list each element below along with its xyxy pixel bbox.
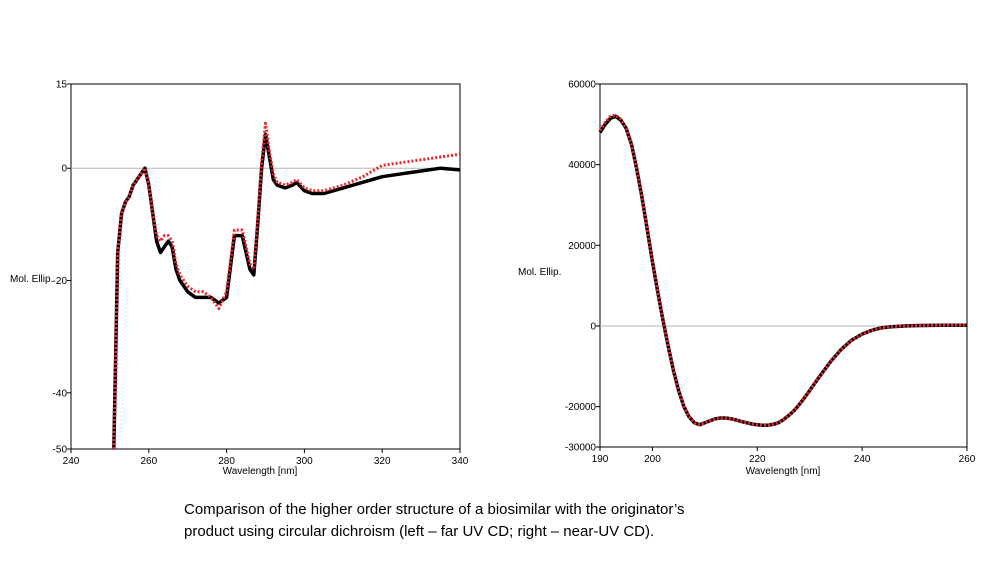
right-x-tick-label: 240	[854, 454, 871, 465]
left-y-tick-label: -50	[53, 445, 68, 456]
right-y-tick-label: 60000	[568, 80, 596, 91]
right-x-tick-label: 260	[959, 454, 976, 465]
left-x-tick-label: 240	[63, 456, 80, 467]
right-y-tick-label: -30000	[565, 443, 597, 454]
right-y-tick-label: 20000	[568, 241, 596, 252]
left-y-tick-label: -20	[53, 276, 68, 287]
figure-caption: Comparison of the higher order structure…	[184, 499, 884, 543]
right-series-2-line	[598, 113, 967, 427]
right-y-tick-label: 0	[590, 322, 596, 333]
right-x-axis-title: Wavelength [nm]	[746, 466, 821, 477]
caption-line-2: product using circular dichroism (left –…	[184, 523, 655, 540]
right-plot-frame	[599, 83, 968, 448]
right-y-tick-label: 40000	[568, 160, 596, 171]
left-y-tick-label: 15	[56, 80, 68, 91]
right-x-tick-label: 200	[644, 454, 661, 465]
left-y-tick-label: -40	[53, 388, 68, 399]
right-x-tick-label: 190	[592, 454, 609, 465]
right-y-tick-label: -20000	[565, 402, 597, 413]
right-x-tick-label: 220	[749, 454, 766, 465]
left-x-tick-label: 300	[296, 456, 313, 467]
near-uv-cd-chart: Mol. Ellip. Wavelength [nm] 190 200 220 240…	[518, 80, 976, 478]
left-y-tick-label: 0	[61, 164, 67, 175]
left-y-axis-title: Mol. Ellip.	[10, 274, 53, 285]
far-uv-cd-chart: Mol. Ellip. Wavelength [nm] 240 260 280 300…	[10, 80, 469, 478]
left-x-tick-label: 340	[452, 456, 469, 467]
right-y-axis-title: Mol. Ellip.	[518, 267, 561, 278]
left-x-tick-label: 280	[218, 456, 235, 467]
left-x-tick-label: 320	[374, 456, 391, 467]
caption-line-1: Comparison of the higher order structure…	[184, 501, 685, 518]
left-x-axis-title: Wavelength [nm]	[223, 466, 298, 477]
left-series-2-line	[112, 121, 461, 450]
left-x-tick-label: 260	[140, 456, 157, 467]
